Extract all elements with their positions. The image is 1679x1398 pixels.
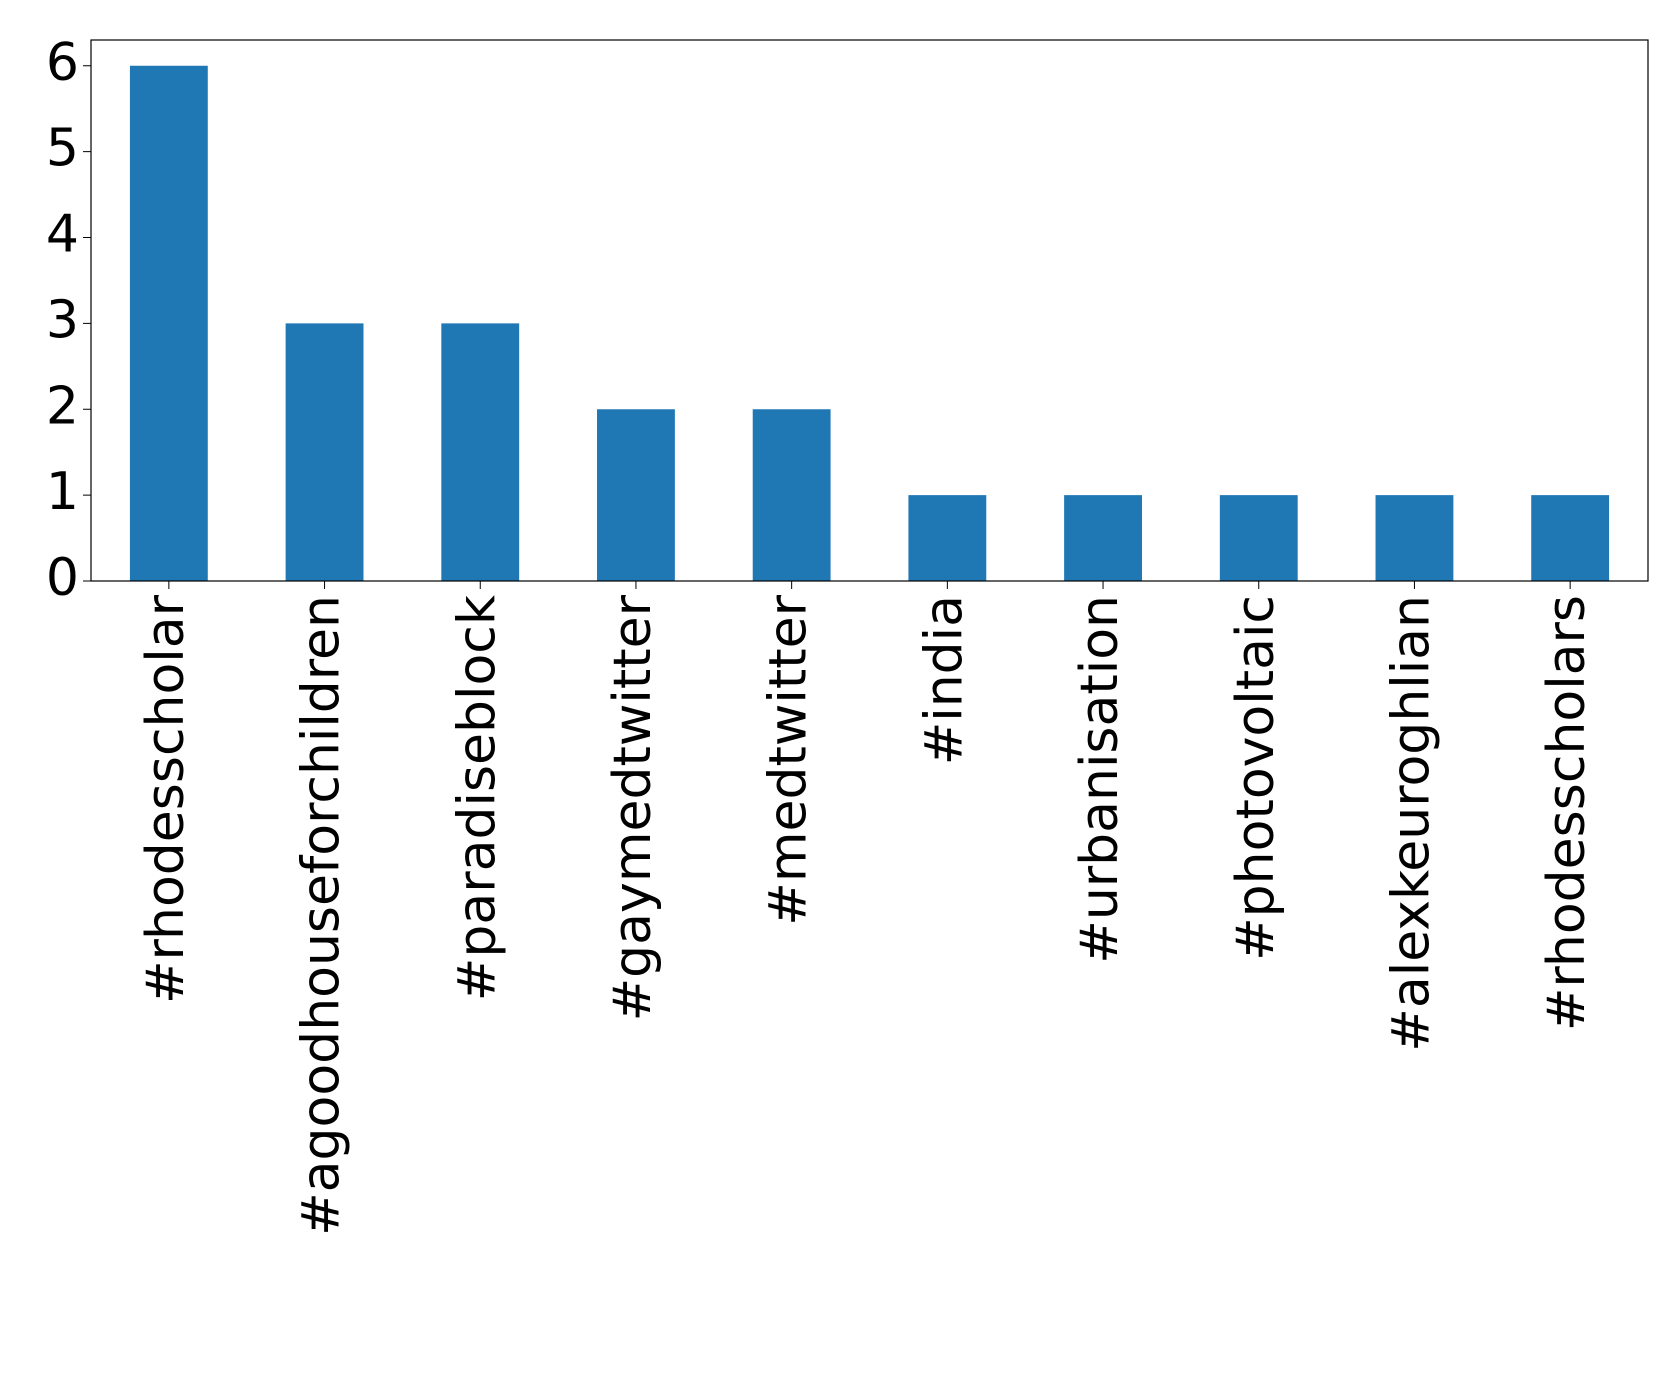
bar — [285, 323, 364, 581]
bar — [1375, 495, 1454, 581]
bar — [1219, 495, 1298, 581]
x-tick-label: #agoodhouseforchildren — [292, 595, 352, 1236]
y-tick-label: 6 — [46, 33, 79, 93]
bar — [129, 65, 208, 581]
plot-frame — [90, 39, 1649, 582]
y-tick-label: 5 — [46, 119, 79, 179]
bar — [1064, 495, 1142, 581]
x-tick-label: #urbanisation — [1070, 595, 1130, 964]
bar — [908, 495, 987, 581]
bar — [597, 409, 675, 581]
x-tick-label: #rhodesscholar — [136, 594, 196, 1004]
x-tick-label: #rhodesscholars — [1537, 595, 1597, 1031]
y-tick-label: 1 — [46, 462, 79, 522]
y-tick-label: 3 — [46, 290, 79, 350]
x-tick-label: #photovoltaic — [1226, 595, 1286, 961]
bar — [1531, 495, 1610, 581]
x-tick-label: #medtwitter — [759, 594, 819, 925]
x-tick-label: #paradiseblock — [447, 595, 507, 1001]
x-tick-label: #alexkeuroghlian — [1381, 595, 1441, 1052]
x-tick-label: #gaymedtwitter — [603, 594, 663, 1021]
y-tick-label: 4 — [46, 205, 79, 265]
y-tick-label: 2 — [46, 376, 79, 436]
bar — [441, 323, 520, 581]
bar — [752, 409, 831, 581]
x-tick-label: #india — [914, 595, 974, 765]
y-tick-label: 0 — [46, 548, 79, 608]
